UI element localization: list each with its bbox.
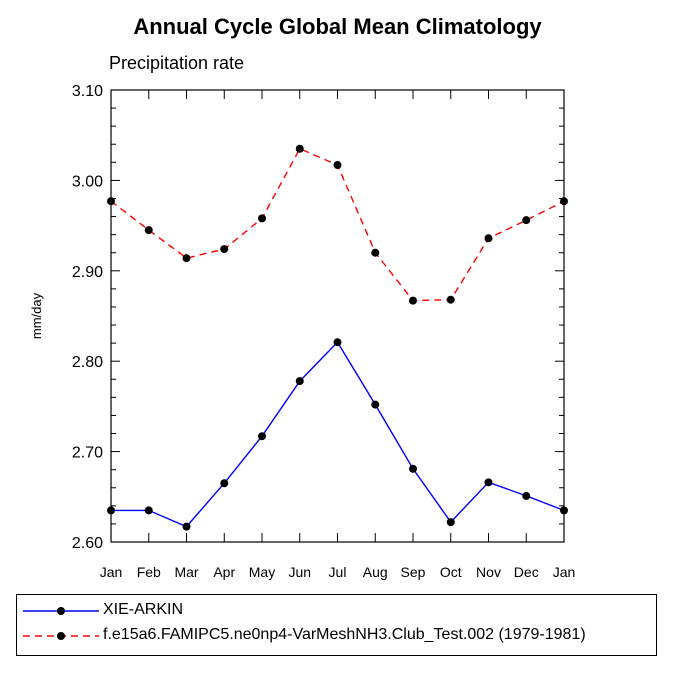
x-tick-label: Jun xyxy=(288,564,311,580)
x-tick-label: Dec xyxy=(514,564,539,580)
series-2-point xyxy=(484,234,493,243)
y-tick-label: 3.10 xyxy=(72,83,103,100)
x-tick-label: Mar xyxy=(174,564,198,580)
x-tick-label: Jan xyxy=(100,564,123,580)
legend-swatch-series-1 xyxy=(23,607,99,615)
x-tick-label: Oct xyxy=(440,564,462,580)
series-1-point xyxy=(258,432,266,441)
x-tick-label: Jul xyxy=(329,564,347,580)
series-2-point xyxy=(446,295,455,304)
series-1-point xyxy=(333,338,342,347)
y-tick-label: 3.00 xyxy=(72,173,103,190)
x-tick-label: Jan xyxy=(553,564,576,580)
x-tick-label: Apr xyxy=(213,564,235,580)
legend-label-series-2: f.e15a6.FAMIPC5.ne0np4-VarMeshNH3.Club_T… xyxy=(103,626,586,643)
series-2-point xyxy=(371,248,380,257)
series-1-point xyxy=(107,506,115,515)
x-tick-label: Sep xyxy=(401,564,426,580)
chart-subtitle: Precipitation rate xyxy=(109,53,245,73)
series-1-point xyxy=(144,506,153,515)
series-line-1 xyxy=(111,341,565,528)
series-1-point xyxy=(522,491,531,500)
legend-label-series-1: XIE-ARKIN xyxy=(103,601,184,618)
legend-item-series-1: XIE-ARKIN xyxy=(17,599,656,623)
series-1-point xyxy=(446,518,455,527)
series-1-point xyxy=(295,377,304,386)
x-tick-label: Aug xyxy=(363,564,388,580)
legend-swatch-series-2 xyxy=(23,632,99,640)
series-1-point xyxy=(220,479,229,488)
series-2-point xyxy=(220,245,229,254)
series-2-point xyxy=(560,197,568,206)
series-line-2 xyxy=(110,147,565,302)
chart-title: Annual Cycle Global Mean Climatology xyxy=(133,14,542,39)
series-1-point xyxy=(182,522,191,531)
series-1-point xyxy=(560,506,568,515)
series-2-point xyxy=(409,296,417,305)
y-tick-label: 2.80 xyxy=(72,354,103,371)
series-2-point xyxy=(107,197,115,206)
series-2-point xyxy=(295,144,304,153)
series-1-point xyxy=(409,464,417,473)
x-tick-label: Nov xyxy=(476,564,501,580)
series-2-point xyxy=(258,214,266,223)
y-axis-label: mm/day xyxy=(29,292,44,339)
plot-frame xyxy=(110,89,565,543)
y-tick-label: 2.70 xyxy=(72,445,103,462)
legend-item-series-2: f.e15a6.FAMIPC5.ne0np4-VarMeshNH3.Club_T… xyxy=(17,624,656,648)
series-2-point xyxy=(182,254,191,263)
series-2-point xyxy=(144,226,153,235)
series-2-point xyxy=(522,216,531,225)
series-1-point xyxy=(371,400,380,409)
x-tick-label: Feb xyxy=(137,564,161,580)
legend: XIE-ARKIN f.e15a6.FAMIPC5.ne0np4-VarMesh… xyxy=(16,594,657,656)
series-1-point xyxy=(484,478,493,487)
y-tick-label: 2.60 xyxy=(72,535,103,552)
series-2-point xyxy=(333,161,342,170)
x-tick-label: May xyxy=(249,564,275,580)
y-tick-label: 2.90 xyxy=(72,264,103,281)
